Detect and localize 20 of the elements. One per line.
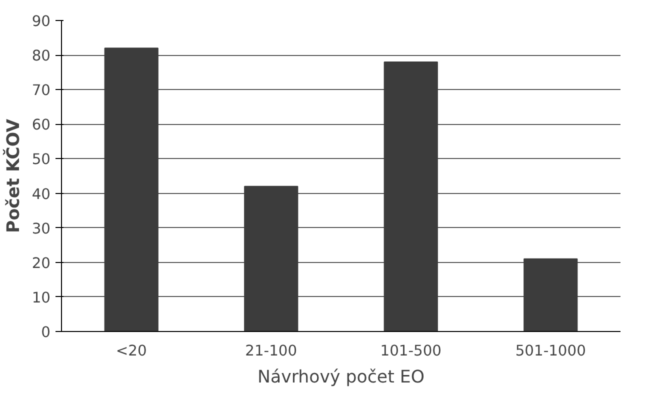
y-tick-label: 50 [32, 151, 51, 168]
y-tick-label: 20 [32, 254, 51, 272]
bar [244, 186, 298, 332]
x-axis-title: Návrhový počet EO [258, 368, 424, 388]
bar [384, 61, 438, 332]
x-tick-label: <20 [116, 342, 147, 360]
x-tick-label: 101-500 [380, 342, 442, 360]
y-tick-label: 80 [32, 48, 51, 65]
y-tick-label: 0 [41, 324, 51, 341]
bar [104, 48, 158, 332]
y-tick-label: 30 [32, 220, 51, 238]
x-tick-label: 21-100 [245, 342, 298, 360]
y-tick-label: 90 [32, 13, 51, 30]
y-axis-title: Počet KČOV [2, 118, 24, 233]
y-tick-label: 70 [32, 82, 51, 100]
y-tick-label: 40 [32, 186, 51, 203]
y-tick-label: 10 [32, 289, 51, 306]
bar [524, 258, 578, 332]
y-tick-label: 60 [32, 116, 51, 134]
x-tick-label: 501-1000 [515, 342, 586, 360]
